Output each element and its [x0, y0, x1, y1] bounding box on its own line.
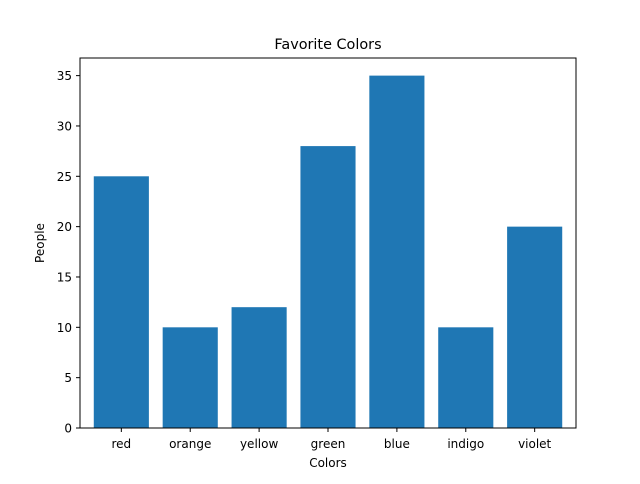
y-tick-label-15: 15	[57, 270, 72, 284]
bar-green	[300, 146, 356, 428]
x-tick-label-green: green	[311, 437, 346, 451]
x-tick-label-violet: violet	[518, 437, 551, 451]
bar-indigo	[438, 327, 494, 428]
y-tick-label-10: 10	[57, 321, 72, 335]
bar-yellow	[231, 307, 287, 428]
y-tick-label-25: 25	[57, 170, 72, 184]
x-tick-label-yellow: yellow	[240, 437, 278, 451]
y-axis-label: People	[33, 223, 47, 263]
y-axis: 0 5 10 15 20 25 30 35	[57, 69, 80, 436]
chart-title: Favorite Colors	[274, 37, 381, 53]
bars-group	[93, 75, 563, 429]
x-tick-label-blue: blue	[384, 437, 410, 451]
plot-frame	[79, 57, 577, 429]
bar-red	[93, 176, 149, 428]
y-tick-label-30: 30	[57, 119, 72, 133]
x-tick-label-indigo: indigo	[447, 437, 484, 451]
bar-blue	[369, 75, 425, 429]
x-axis-label: Colors	[309, 456, 347, 470]
x-tick-label-red: red	[111, 437, 131, 451]
y-tick-label-0: 0	[64, 422, 72, 436]
bar-orange	[162, 327, 218, 428]
y-tick-label-5: 5	[64, 371, 72, 385]
x-tick-label-orange: orange	[169, 437, 211, 451]
x-axis: red orange yellow green blue indigo violet	[111, 428, 552, 451]
y-tick-label-35: 35	[57, 69, 72, 83]
y-tick-label-20: 20	[57, 220, 72, 234]
bar-violet	[507, 226, 563, 428]
